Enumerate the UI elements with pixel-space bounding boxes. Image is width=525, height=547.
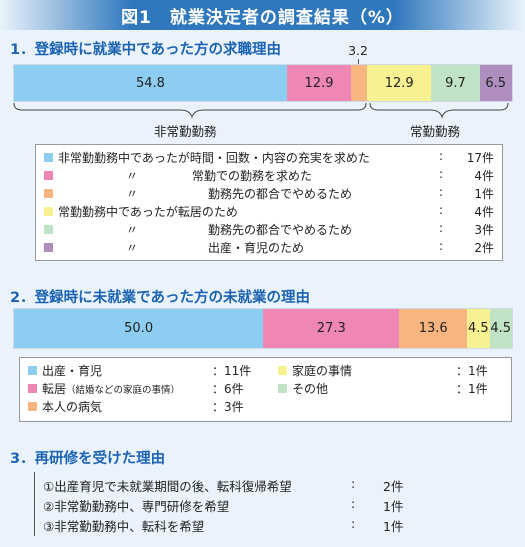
legend-label: 勤務先の都合でやめるため xyxy=(208,187,353,201)
legend-swatch xyxy=(44,225,53,234)
bar-segment: 13.6 xyxy=(399,309,468,348)
legend-row: 〃 勤務先の都合でやめるため: 1件 xyxy=(36,185,502,201)
legend-colon: : xyxy=(439,149,444,163)
legend-swatch xyxy=(28,384,37,393)
data-label-outside: 3.2 xyxy=(348,43,368,58)
ditto-mark: 〃 xyxy=(126,241,139,255)
legend-count: 1件 xyxy=(474,187,494,201)
legend-label: 本人の病気 xyxy=(42,400,103,414)
legend-1: 非常勤勤務中であったが時間・回数・内容の充実を求めた: 17件〃 常勤での勤務を求め… xyxy=(35,144,503,261)
legend-label: 出産・育児 xyxy=(42,364,103,378)
stacked-bar-1: 54.8 12.9 12.9 9.7 6.5 xyxy=(13,64,513,102)
legend-count: 4件 xyxy=(474,205,494,219)
bar-segment: 4.5 xyxy=(467,309,490,348)
legend-label: 常勤での勤務を求めた xyxy=(192,169,313,183)
bar-segment: 27.3 xyxy=(263,309,400,348)
legend-swatch xyxy=(44,243,53,252)
reason-row: ③非常勤勤務中、転科を希望 xyxy=(43,516,204,535)
reason-count: 1件 xyxy=(383,499,404,514)
reason-colon: : xyxy=(351,476,356,491)
reason-colon: : xyxy=(351,496,356,511)
stacked-bar-2: 50.0 27.3 13.6 4.5 4.5 xyxy=(13,308,513,349)
brace-full-time xyxy=(369,102,509,119)
bar-segment: 6.5 xyxy=(479,65,512,101)
legend-row: 家庭の事情 ：1件 xyxy=(270,362,510,378)
bar-segment: 4.5 xyxy=(489,309,512,348)
legend-colon: : xyxy=(439,239,444,253)
legend-count: 2件 xyxy=(474,241,494,255)
group-label-full-time: 常勤勤務 xyxy=(410,124,461,139)
legend-swatch xyxy=(44,207,53,216)
legend-2: 出産・育児 ：11件転居（結婚などの家庭の事情） ：6件本人の病気 ：3件 家庭の事情 ：… xyxy=(19,357,512,422)
legend-row: その他 ：1件 xyxy=(270,380,510,396)
figure-title: 図1 就業決定者の調査結果（%） xyxy=(121,8,404,28)
bar-segment: 54.8 xyxy=(14,65,287,101)
legend-swatch xyxy=(44,189,53,198)
legend-label: 勤務先の都合でやめるため xyxy=(208,223,353,237)
group-braces xyxy=(13,102,509,119)
legend-row: 〃 常勤での勤務を求めた: 4件 xyxy=(36,167,502,183)
ditto-mark: 〃 xyxy=(126,223,139,237)
legend-count: 3件 xyxy=(474,223,494,237)
callout-tick xyxy=(358,59,360,66)
legend-colon: : xyxy=(439,185,444,199)
reason-row: ②非常勤勤務中、専門研修を希望 xyxy=(43,496,229,515)
bar-segment xyxy=(351,65,368,101)
legend-row: 〃 勤務先の都合でやめるため: 3件 xyxy=(36,221,502,237)
legend-note: （結婚などの家庭の事情） xyxy=(66,385,181,396)
legend-colon: : xyxy=(439,221,444,235)
legend-row: 出産・育児 ：11件 xyxy=(20,362,270,378)
reason-colon: : xyxy=(351,516,356,531)
section1-heading: 1．登録時に就業中であった方の求職理由 xyxy=(10,42,281,58)
bar-segment: 50.0 xyxy=(14,309,264,348)
legend-label: 家庭の事情 xyxy=(292,364,353,378)
legend-label: 出産・育児のため xyxy=(208,241,305,255)
title-bar xyxy=(0,0,525,30)
reason-label: ③非常勤勤務中、転科を希望 xyxy=(43,519,205,534)
legend-count: ：3件 xyxy=(212,400,244,414)
section2-heading: 2．登録時に未就業であった方の未就業の理由 xyxy=(10,290,310,306)
legend-swatch xyxy=(278,366,287,375)
legend-swatch xyxy=(28,366,37,375)
section3-heading: 3．再研修を受けた理由 xyxy=(10,451,166,467)
ditto-mark: 〃 xyxy=(126,187,139,201)
reason-count: 1件 xyxy=(383,519,404,534)
legend-row: 非常勤勤務中であったが時間・回数・内容の充実を求めた: 17件 xyxy=(36,149,502,165)
legend-count: 17件 xyxy=(466,151,494,165)
legend-swatch xyxy=(28,402,37,411)
legend-count: 4件 xyxy=(474,169,494,183)
ditto-mark: 〃 xyxy=(126,169,139,183)
legend-count: ：1件 xyxy=(456,364,488,378)
reason-label: ①出産育児で未就業期間の後、転科復帰希望 xyxy=(43,479,292,494)
reason-label: ②非常勤勤務中、専門研修を希望 xyxy=(43,499,230,514)
legend-label: その他 xyxy=(292,382,329,396)
bar-segment: 12.9 xyxy=(367,65,432,101)
brace-part-time xyxy=(13,102,367,119)
bar-segment: 9.7 xyxy=(431,65,480,101)
legend-colon: : xyxy=(439,167,444,181)
reason-row: ①出産育児で未就業期間の後、転科復帰希望 xyxy=(43,476,292,495)
legend-label: 非常勤勤務中であったが時間・回数・内容の充実を求めた xyxy=(58,151,370,165)
legend-swatch xyxy=(278,384,287,393)
bar-segment: 12.9 xyxy=(286,65,352,101)
reason-list: ①出産育児で未就業期間の後、転科復帰希望: 2件 ②非常勤勤務中、専門研修を希望: 1… xyxy=(34,472,445,536)
legend-count: ：1件 xyxy=(456,382,488,396)
legend-row: 〃 出産・育児のため: 2件 xyxy=(36,239,502,255)
legend-row: 転居（結婚などの家庭の事情） ：6件 xyxy=(20,380,270,396)
legend-label: 常勤勤務中であったが転居のため xyxy=(58,205,238,219)
reason-count: 2件 xyxy=(383,479,404,494)
legend-count: ：6件 xyxy=(212,382,244,396)
legend-swatch xyxy=(44,153,53,162)
legend-row: 本人の病気 ：3件 xyxy=(20,398,270,414)
legend-label: 転居（結婚などの家庭の事情） xyxy=(42,382,181,396)
legend-row: 常勤勤務中であったが転居のため: 4件 xyxy=(36,203,502,219)
legend-swatch xyxy=(44,171,53,180)
legend-colon: : xyxy=(439,203,444,217)
legend-count: ：11件 xyxy=(212,364,252,378)
group-label-part-time: 非常勤勤務 xyxy=(154,124,217,139)
